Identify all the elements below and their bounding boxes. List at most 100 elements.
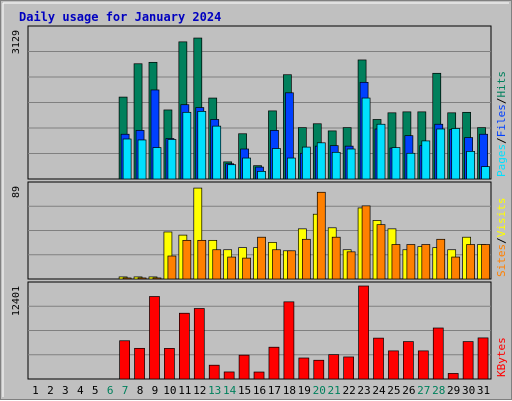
pages-bar [451, 128, 461, 180]
panel-visits-sites: 89 Sites/Visits [11, 181, 508, 280]
x-tick-label: 30 [462, 384, 475, 397]
legend-entry: Pages [495, 144, 508, 177]
sites-bar [436, 238, 446, 280]
sites-bar [331, 236, 341, 280]
pages-bar [376, 123, 386, 180]
x-tick-label: 2 [47, 384, 54, 397]
legend-entry: / [495, 98, 508, 105]
x-tick-label: 23 [357, 384, 370, 397]
sites-bar [227, 256, 237, 280]
sites-bar [257, 236, 266, 280]
kbytes-bar [134, 347, 145, 380]
x-tick-label: 9 [152, 384, 159, 397]
x-tick-label: 15 [238, 384, 251, 397]
sites-bar [376, 224, 386, 280]
kbytes-bar [313, 359, 325, 380]
kbytes-bar [268, 346, 280, 380]
sites-bar [122, 277, 132, 280]
kbytes-bar [298, 357, 310, 380]
legend-entry: Files [495, 104, 508, 137]
kbytes-bar [388, 350, 399, 380]
kbytes-bar [462, 341, 474, 380]
legend-entry: Visits [495, 198, 508, 238]
pages-bar [391, 147, 401, 180]
pages-bar [301, 146, 311, 180]
pages-bar [227, 164, 237, 180]
sites-bar [182, 239, 192, 280]
sites-bar [451, 256, 461, 280]
sites-bar [346, 251, 356, 280]
pages-bar [346, 148, 356, 180]
pages-bar [137, 139, 147, 180]
x-tick-label: 14 [223, 384, 237, 397]
sites-bar [481, 244, 490, 280]
x-tick-label: 25 [387, 384, 400, 397]
pages-bar [242, 157, 251, 180]
kbytes-bar [238, 354, 250, 380]
kbytes-bar [343, 356, 354, 380]
x-tick-label: 27 [417, 384, 430, 397]
sites-bar [391, 244, 401, 280]
pages-bar [182, 111, 192, 180]
pages-bar [272, 148, 281, 180]
pages-bar [466, 151, 475, 180]
x-tick-label: 24 [372, 384, 386, 397]
sites-bar [421, 244, 431, 280]
legend-entry: / [495, 137, 508, 144]
kbytes-bar [223, 371, 235, 380]
pages-bar [331, 151, 341, 180]
kbytes-bar [164, 348, 175, 380]
x-tick-label: 3 [62, 384, 69, 397]
sites-bar [197, 239, 207, 280]
x-tick-label: 31 [477, 384, 490, 397]
kbytes-bar [253, 371, 265, 380]
pages-bar [122, 138, 132, 180]
kbytes-bar [193, 308, 205, 380]
pages-bar [167, 139, 177, 180]
sites-bar [272, 249, 281, 280]
x-tick-label: 17 [268, 384, 281, 397]
pages-bar [316, 142, 326, 180]
x-tick-label: 1 [32, 384, 39, 397]
sites-bar [167, 255, 177, 280]
sites-bar [316, 191, 326, 280]
x-tick-label: 20 [313, 384, 326, 397]
legend-entry: / [495, 237, 508, 244]
x-tick-label: 28 [432, 384, 445, 397]
pages-bar [421, 140, 431, 180]
pages-bar [212, 125, 222, 180]
y-axis-max-label: 12401 [11, 286, 22, 316]
kbytes-bar [283, 301, 295, 380]
sites-bar [406, 244, 416, 280]
panel-legend-kbytes: KBytes [495, 337, 508, 377]
pages-bar [406, 152, 416, 180]
x-tick-label: 5 [92, 384, 99, 397]
sites-bar [287, 250, 296, 280]
pages-bar [481, 166, 490, 180]
x-tick-label: 29 [447, 384, 460, 397]
sites-bar [137, 277, 147, 280]
pages-bar [152, 147, 162, 180]
legend-entry: Sites [495, 244, 508, 277]
kbytes-bar [477, 337, 489, 380]
kbytes-bar [149, 296, 160, 380]
x-tick-label: 7 [122, 384, 129, 397]
legend-entry: KBytes [495, 337, 508, 377]
x-tick-label: 19 [298, 384, 311, 397]
x-tick-label: 8 [137, 384, 144, 397]
kbytes-bar [119, 340, 130, 380]
pages-bar [436, 128, 446, 180]
chart-title: Daily usage for January 2024 [19, 10, 221, 24]
x-tick-label: 13 [208, 384, 221, 397]
sites-bar [301, 238, 311, 280]
x-tick-label: 10 [163, 384, 176, 397]
y-axis-max-label: 89 [11, 186, 22, 198]
sites-bar [242, 257, 251, 280]
pages-bar [197, 111, 207, 180]
x-tick-label: 18 [283, 384, 296, 397]
y-axis-max-label: 3129 [11, 30, 22, 54]
sites-bar [361, 205, 371, 280]
sites-bar [466, 244, 475, 280]
